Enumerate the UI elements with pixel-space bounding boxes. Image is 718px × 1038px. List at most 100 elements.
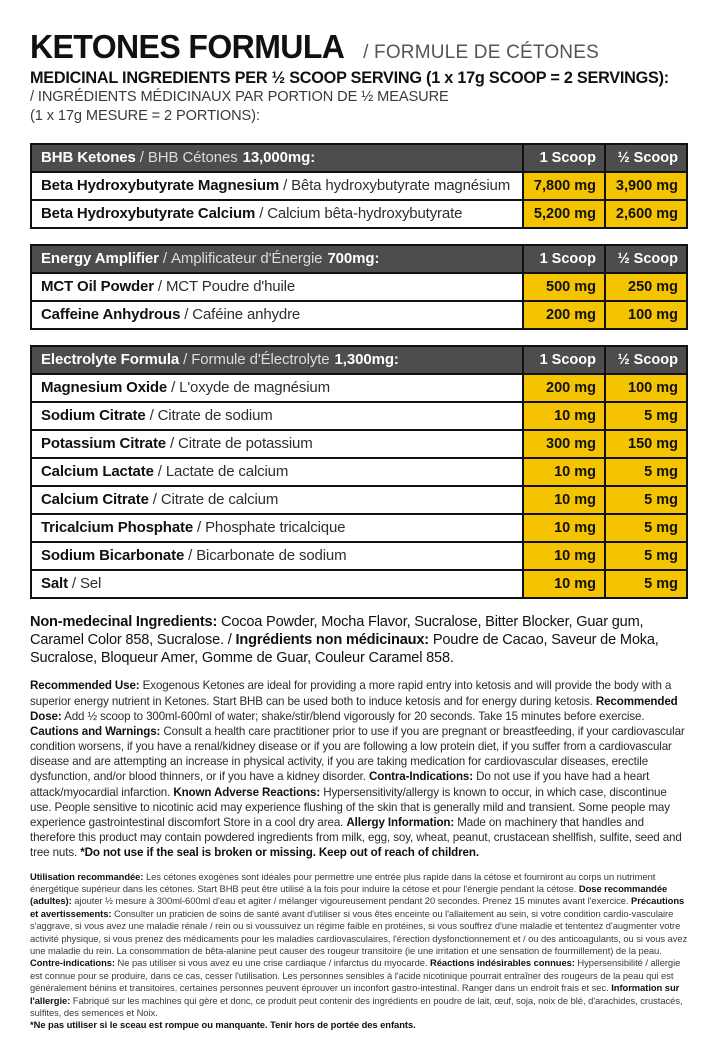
amount-full-scoop: 200 mg [522, 302, 604, 329]
amount-half-scoop: 5 mg [604, 459, 686, 486]
medicinal-heading-french-line2: (1 x 17g MESURE = 2 PORTIONS): [30, 108, 260, 125]
table-header-name: Electrolyte Formula / Formule d'Électrolyt… [41, 351, 399, 369]
contra-indications-label: Contra-Indications: [368, 770, 473, 784]
cautions-label: Cautions and Warnings: [30, 724, 161, 738]
amount-half-scoop: 5 mg [604, 543, 686, 570]
precautions-text: Consulter un praticien de soins de santé… [30, 907, 688, 957]
ingredient-table: Energy Amplifier / Amplificateur d'Énergie… [30, 244, 688, 331]
amount-full-scoop: 500 mg [522, 274, 604, 301]
amount-full-scoop: 10 mg [522, 543, 604, 570]
amount-half-scoop: 100 mg [604, 375, 686, 402]
table-row: Caffeine Anhydrous / Caféine anhydre 200 mg… [32, 300, 686, 329]
table-row: MCT Oil Powder / MCT Poudre d'huile 500 mg 2… [32, 272, 686, 301]
amount-half-scoop: 3,900 mg [604, 173, 686, 200]
ingredient-name: MCT Oil Powder / MCT Poudre d'huile [41, 278, 296, 296]
amount-full-scoop: 10 mg [522, 515, 604, 542]
allergy-information-label: Allergy Information: [346, 816, 455, 830]
recommended-dose-text: Add ½ scoop to 300ml-600ml of water; sha… [61, 709, 645, 723]
amount-half-scoop: 5 mg [604, 403, 686, 430]
table-row: Sodium Bicarbonate / Bicarbonate de sodium… [32, 541, 686, 570]
ingredient-tables: BHB Ketones / BHB Cétones 13,000mg: 1 Scoop ½… [30, 143, 688, 600]
utilisation-label: Utilisation recommandée: [30, 870, 144, 882]
contra-indications-text: Do not use if you have had a heart attac… [30, 770, 650, 799]
table-row: Beta Hydroxybutyrate Calcium / Calcium bêt… [32, 199, 686, 228]
medicinal-heading-english: MEDICINAL INGREDIENTS PER ½ SCOOP SERVIN… [30, 69, 669, 87]
table-row: Tricalcium Phosphate / Phosphate tricalciq… [32, 513, 686, 542]
non-medicinal-label-fr: Ingrédients non médicinaux: [235, 632, 430, 649]
amount-full-scoop: 10 mg [522, 487, 604, 514]
page-title: KETONES FORMULA / FORMULE DE CÉTONES [30, 30, 688, 63]
ingredient-name: Potassium Citrate / Citrate de potassium [41, 435, 313, 453]
column-header-half-scoop: ½ Scoop [604, 347, 686, 374]
table-row: Beta Hydroxybutyrate Magnesium / Bêta hydr… [32, 171, 686, 200]
column-header-full-scoop: 1 Scoop [522, 246, 604, 273]
amount-full-scoop: 300 mg [522, 431, 604, 458]
amount-half-scoop: 5 mg [604, 571, 686, 598]
precautions-label: Précautions et avertissements: [30, 895, 685, 919]
amount-half-scoop: 250 mg [604, 274, 686, 301]
amount-full-scoop: 200 mg [522, 375, 604, 402]
fine-print-english: Recommended Use: Exogenous Ketones are i… [30, 678, 688, 860]
table-row: Calcium Lactate / Lactate de calcium 10 mg 5… [32, 457, 686, 486]
ingredient-name: Salt / Sel [41, 575, 102, 593]
table-header-name: Energy Amplifier / Amplificateur d'Énergie… [41, 250, 380, 268]
column-header-full-scoop: 1 Scoop [522, 145, 604, 172]
title-subtitle-french: / FORMULE DE CÉTONES [363, 42, 599, 63]
ingredient-name: Tricalcium Phosphate / Phosphate tricalciq… [41, 519, 346, 537]
ingredient-name: Sodium Citrate / Citrate de sodium [41, 407, 273, 425]
ingredient-table: Electrolyte Formula / Formule d'Électrolyt… [30, 345, 688, 600]
amount-full-scoop: 10 mg [522, 571, 604, 598]
table-header-row: Energy Amplifier / Amplificateur d'Énergie… [32, 246, 686, 273]
reactions-text: Hypersensibilité / allergie est connue p… [30, 957, 681, 994]
title-main: KETONES FORMULA [30, 28, 345, 65]
reactions-label: Réactions indésirables connues: [430, 957, 575, 969]
ingredient-table: BHB Ketones / BHB Cétones 13,000mg: 1 Scoop ½… [30, 143, 688, 230]
fine-print-french: Utilisation recommandée: Les cétones exo… [30, 871, 688, 1032]
medicinal-heading-french-line1: / INGRÉDIENTS MÉDICINAUX PAR PORTION DE … [30, 89, 449, 106]
amount-half-scoop: 100 mg [604, 302, 686, 329]
recommended-use-text: Exogenous Ketones are ideal for providin… [30, 679, 672, 708]
cautions-text: Consult a health care practitioner prior… [30, 724, 685, 784]
seal-warning-en: *Do not use if the seal is broken or mis… [80, 846, 479, 860]
amount-full-scoop: 7,800 mg [522, 173, 604, 200]
ingredient-name: Caffeine Anhydrous / Caféine anhydre [41, 306, 301, 324]
seal-warning-fr: *Ne pas utiliser si le sceau est rompue … [30, 1019, 416, 1031]
table-header-row: Electrolyte Formula / Formule d'Électrolyt… [32, 347, 686, 374]
contre-indications-text: Ne pas utiliser si vous avez eu une cris… [115, 957, 431, 969]
amount-half-scoop: 2,600 mg [604, 201, 686, 228]
adverse-reactions-text: Hypersensitivity/allergy is known to occ… [30, 785, 670, 830]
table-row: Sodium Citrate / Citrate de sodium 10 mg 5 m… [32, 401, 686, 430]
non-medicinal-label-en: Non-medecinal Ingredients: [30, 614, 218, 631]
table-row: Potassium Citrate / Citrate de potassium 30… [32, 429, 686, 458]
table-row: Magnesium Oxide / L'oxyde de magnésium 200 … [32, 373, 686, 402]
amount-half-scoop: 5 mg [604, 487, 686, 514]
contre-indications-label: Contre-indications: [30, 957, 115, 969]
ingredient-name: Magnesium Oxide / L'oxyde de magnésium [41, 379, 330, 397]
table-header-row: BHB Ketones / BHB Cétones 13,000mg: 1 Scoop ½… [32, 145, 686, 172]
recommended-dose-label: Recommended Dose: [30, 694, 678, 723]
table-header-name: BHB Ketones / BHB Cétones 13,000mg: [41, 149, 316, 167]
column-header-half-scoop: ½ Scoop [604, 246, 686, 273]
recommended-use-label: Recommended Use: [30, 679, 140, 693]
column-header-half-scoop: ½ Scoop [604, 145, 686, 172]
allergy-information-text: Made on machinery that handles and there… [30, 816, 682, 860]
adverse-reactions-label: Known Adverse Reactions: [173, 785, 321, 799]
non-medicinal-text-fr: Poudre de Cacao, Saveur de Moka, Sucralo… [30, 632, 659, 667]
utilisation-text: Les cétones exogènes sont idéales pour p… [30, 870, 656, 894]
non-medicinal-ingredients: Non-medecinal Ingredients: Cocoa Powder,… [30, 613, 687, 667]
table-row: Salt / Sel 10 mg 5 mg [32, 569, 686, 598]
ingredient-name: Beta Hydroxybutyrate Magnesium / Bêta hydr… [41, 177, 511, 195]
ingredient-name: Calcium Citrate / Citrate de calcium [41, 491, 279, 509]
dose-text: ajouter ½ mesure à 300ml-600ml d'eau et … [71, 895, 632, 907]
ingredient-name: Calcium Lactate / Lactate de calcium [41, 463, 289, 481]
column-header-full-scoop: 1 Scoop [522, 347, 604, 374]
non-medicinal-text-en: Cocoa Powder, Mocha Flavor, Sucralose, B… [30, 614, 644, 649]
amount-full-scoop: 10 mg [522, 403, 604, 430]
amount-full-scoop: 10 mg [522, 459, 604, 486]
ingredient-name: Beta Hydroxybutyrate Calcium / Calcium bêt… [41, 205, 463, 223]
amount-half-scoop: 150 mg [604, 431, 686, 458]
amount-full-scoop: 5,200 mg [522, 201, 604, 228]
amount-half-scoop: 5 mg [604, 515, 686, 542]
dose-label: Dose recommandée (adultes): [30, 883, 668, 907]
